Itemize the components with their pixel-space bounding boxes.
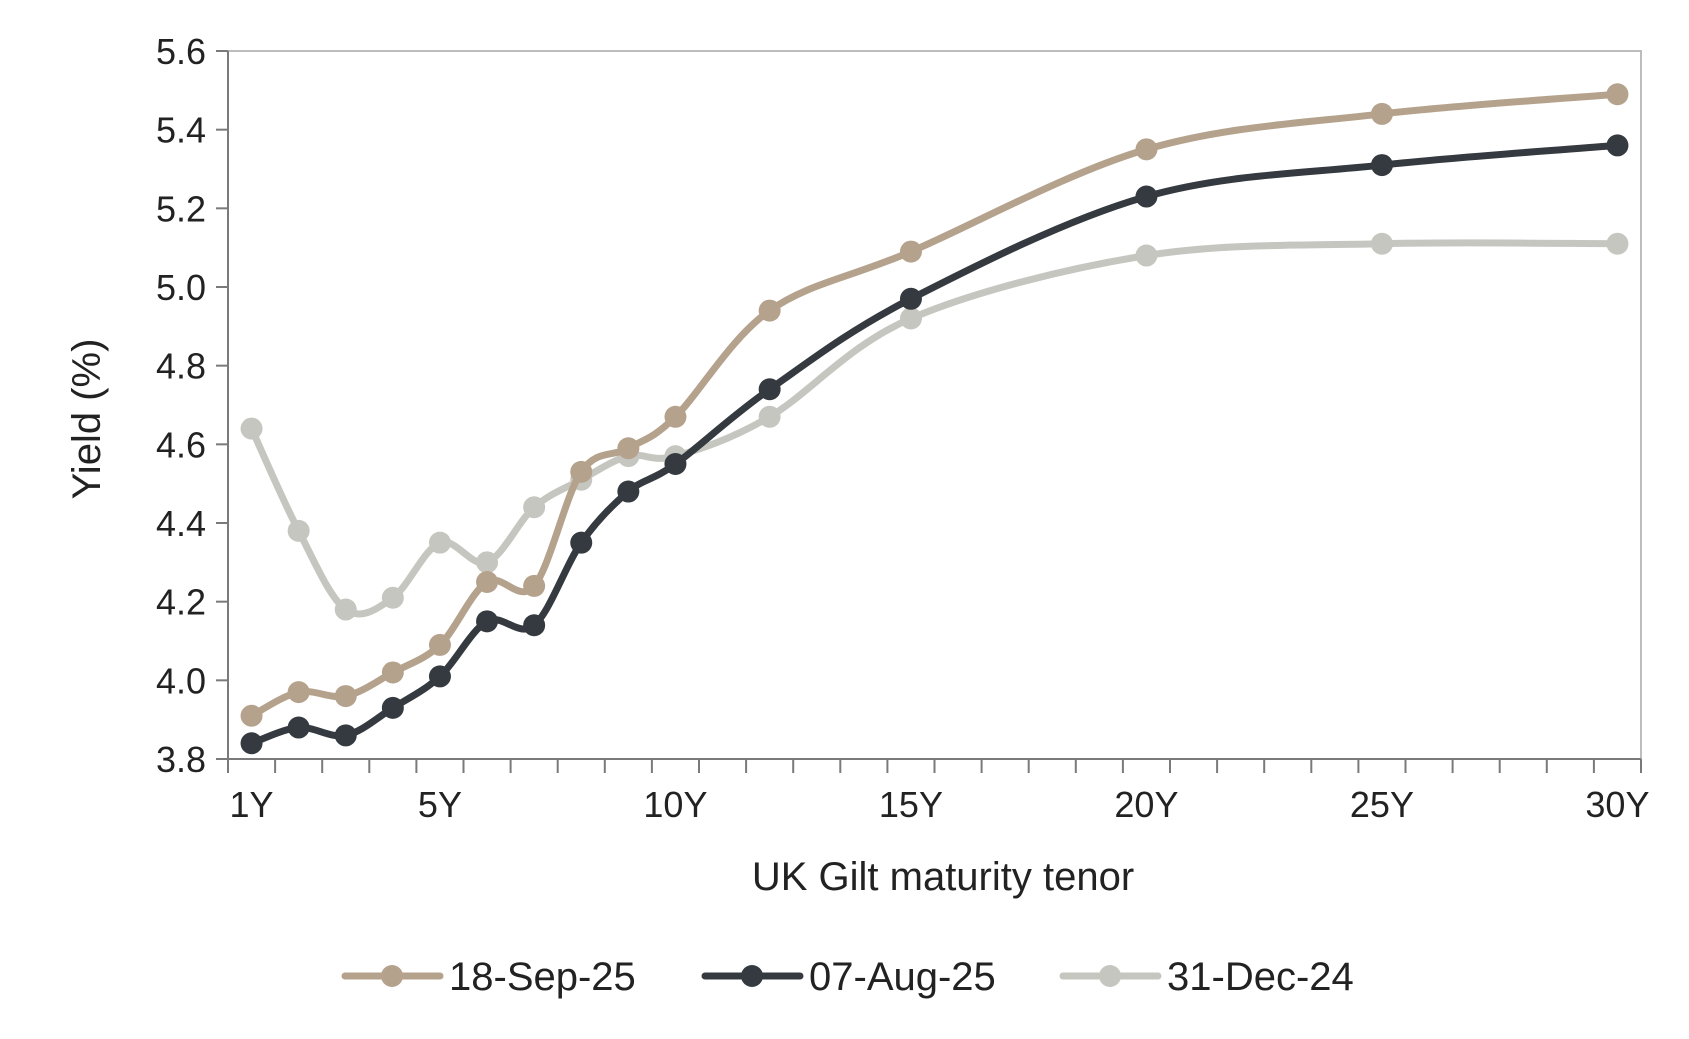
data-point (758, 378, 781, 401)
y-tick-label: 3.8 (156, 739, 206, 780)
data-point (1606, 134, 1629, 157)
data-point (617, 480, 640, 503)
data-point (287, 681, 310, 704)
data-point (523, 496, 546, 519)
data-point (664, 405, 687, 428)
data-point (428, 531, 451, 554)
series-line (248, 239, 1621, 618)
data-point (476, 571, 499, 593)
legend-label: 18-Sep-25 (449, 955, 636, 999)
y-tick-label: 5.2 (156, 188, 206, 229)
legend: 18-Sep-25 07-Aug-25 31-Dec-24 (341, 955, 1354, 999)
data-point (476, 551, 499, 574)
series-line (248, 141, 1621, 747)
data-point (428, 633, 451, 656)
series-18-Sep-25 (240, 83, 1629, 727)
data-point (899, 307, 922, 330)
data-point (381, 696, 404, 719)
x-tick-label: 20Y (1114, 784, 1178, 825)
data-point (758, 405, 781, 428)
data-point (240, 417, 263, 440)
x-tick-label: 5Y (418, 784, 462, 825)
data-point (570, 460, 593, 483)
legend-swatch-marker (381, 965, 403, 987)
data-point (287, 716, 310, 739)
data-point (476, 610, 499, 633)
data-point (381, 661, 404, 684)
y-tick-label: 4.6 (156, 424, 206, 465)
y-tick-label: 5.0 (156, 267, 206, 308)
legend-label: 07-Aug-25 (809, 955, 996, 999)
data-point (758, 299, 781, 322)
data-point (240, 732, 263, 755)
y-tick-label: 4.2 (156, 582, 206, 623)
y-axis-title: Yield (%) (65, 339, 109, 500)
data-point (1606, 83, 1629, 106)
data-point (1370, 154, 1393, 177)
data-point (334, 598, 357, 621)
data-point (617, 437, 640, 460)
data-point (428, 665, 451, 688)
data-point (1370, 102, 1393, 125)
legend-item: 18-Sep-25 (341, 955, 636, 999)
series-layer (240, 83, 1629, 755)
data-point (523, 614, 546, 637)
series-31-Dec-24 (240, 232, 1629, 621)
data-point (381, 586, 404, 609)
x-tick-label: 15Y (879, 784, 943, 825)
x-tick-label: 10Y (643, 784, 707, 825)
data-point (1370, 232, 1393, 255)
x-axis-title: UK Gilt maturity tenor (752, 855, 1134, 899)
data-point (899, 287, 922, 310)
y-tick-label: 4.0 (156, 660, 206, 701)
data-point (1606, 232, 1629, 255)
x-tick-label: 30Y (1585, 784, 1649, 825)
legend-item: 07-Aug-25 (701, 955, 996, 999)
x-axis: 1Y 5Y 10Y 15Y 20Y 25Y 30Y (227, 759, 1649, 825)
series-line (248, 90, 1621, 720)
data-point (287, 519, 310, 542)
data-point (570, 531, 593, 554)
data-point (240, 704, 263, 727)
data-point (1135, 185, 1158, 208)
data-point (664, 453, 687, 475)
data-point (1135, 138, 1158, 161)
x-tick-label: 25Y (1350, 784, 1414, 825)
data-point (334, 685, 357, 708)
x-tick-label: 1Y (230, 784, 274, 825)
data-point (899, 240, 922, 263)
legend-label: 31-Dec-24 (1167, 955, 1354, 999)
y-tick-label: 4.4 (156, 503, 206, 544)
legend-item: 31-Dec-24 (1059, 955, 1354, 999)
y-tick-label: 5.4 (156, 110, 206, 151)
legend-swatch-marker (741, 965, 763, 987)
series-07-Aug-25 (240, 134, 1629, 755)
legend-swatch-marker (1099, 965, 1121, 987)
y-tick-label: 5.6 (156, 31, 206, 72)
data-point (523, 574, 546, 597)
y-axis: 3.8 4.0 4.2 4.4 4.6 4.8 5.0 5.2 5.4 5.6 (156, 31, 228, 780)
y-tick-label: 4.8 (156, 346, 206, 387)
data-point (334, 724, 357, 747)
data-point (1135, 244, 1158, 267)
